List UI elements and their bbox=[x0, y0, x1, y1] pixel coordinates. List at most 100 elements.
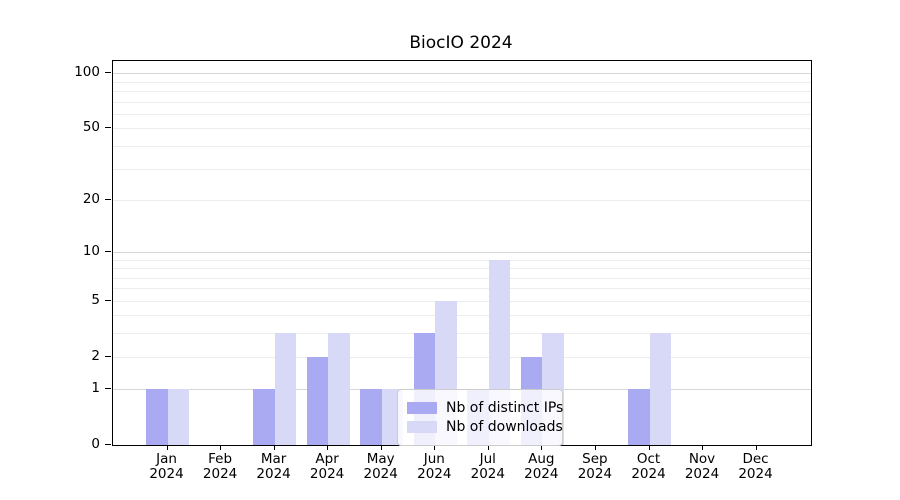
gridline-minor bbox=[113, 168, 811, 170]
bar-may-ips bbox=[360, 389, 382, 445]
x-tick-mark bbox=[380, 445, 382, 450]
x-tick-label-jun: Jun 2024 bbox=[404, 452, 464, 482]
legend-label-distinct-ips: Nb of distinct IPs bbox=[446, 400, 564, 416]
y-tick-mark bbox=[105, 388, 111, 390]
year-label: 2024 bbox=[202, 466, 238, 482]
x-tick-mark bbox=[755, 445, 757, 450]
x-tick-label-aug: Aug 2024 bbox=[511, 452, 571, 482]
gridline-minor bbox=[113, 91, 811, 93]
y-tick-mark bbox=[105, 444, 111, 445]
gridline-minor bbox=[113, 128, 811, 130]
bar-mar-downloads bbox=[274, 333, 297, 445]
y-tick-mark bbox=[105, 127, 111, 129]
gridline-major bbox=[113, 251, 811, 253]
legend-item-downloads: Nb of downloads bbox=[407, 419, 563, 435]
y-tick-label: 0 bbox=[91, 436, 100, 452]
bar-oct-downloads bbox=[649, 333, 671, 445]
y-tick-mark bbox=[105, 198, 111, 200]
y-tick-label: 50 bbox=[82, 119, 100, 136]
bar-jan-ips bbox=[146, 389, 168, 445]
bar-mar-ips bbox=[253, 389, 275, 445]
legend-item-distinct-ips: Nb of distinct IPs bbox=[407, 400, 563, 416]
chart-title: BiocIO 2024 bbox=[409, 33, 513, 53]
gridline-minor bbox=[113, 288, 811, 290]
y-tick-label: 2 bbox=[91, 347, 100, 364]
plot-area: Nb of distinct IPs Nb of downloads bbox=[112, 60, 812, 446]
y-tick-mark bbox=[105, 299, 111, 301]
month-label: Dec bbox=[742, 451, 769, 467]
y-tick-label: 100 bbox=[74, 64, 100, 81]
x-tick-mark bbox=[434, 445, 436, 450]
bar-oct-ips bbox=[628, 389, 650, 445]
gridline-minor bbox=[113, 101, 811, 103]
x-tick-mark bbox=[166, 445, 168, 450]
x-tick-label-dec: Dec 2024 bbox=[726, 452, 786, 482]
x-tick-label-apr: Apr 2024 bbox=[297, 452, 357, 482]
year-label: 2024 bbox=[417, 466, 452, 482]
legend-swatch-downloads bbox=[407, 421, 437, 433]
gridline-minor bbox=[113, 146, 811, 147]
month-label: Jan bbox=[156, 451, 177, 467]
x-tick-mark bbox=[487, 445, 489, 450]
x-tick-mark bbox=[273, 445, 275, 450]
x-tick-mark bbox=[220, 445, 222, 450]
x-tick-label-mar: Mar 2024 bbox=[244, 452, 304, 482]
month-label: Jul bbox=[479, 451, 496, 467]
x-tick-label-jan: Jan 2024 bbox=[137, 452, 197, 482]
gridline-minor bbox=[113, 81, 811, 83]
year-label: 2024 bbox=[577, 466, 613, 482]
month-label: Feb bbox=[208, 451, 233, 467]
month-label: May bbox=[366, 451, 395, 467]
month-label: Aug bbox=[528, 451, 555, 467]
year-label: 2024 bbox=[363, 466, 398, 482]
x-tick-label-oct: Oct 2024 bbox=[619, 452, 679, 482]
month-label: Sep bbox=[582, 451, 608, 467]
x-tick-label-nov: Nov 2024 bbox=[672, 452, 732, 482]
year-label: 2024 bbox=[149, 466, 184, 482]
x-tick-mark bbox=[702, 445, 703, 450]
gridline-major bbox=[113, 73, 811, 75]
y-tick-label: 10 bbox=[82, 242, 100, 259]
bar-jan-downloads bbox=[167, 389, 189, 445]
month-label: Mar bbox=[260, 451, 287, 467]
month-label: Apr bbox=[315, 451, 339, 467]
gridline-minor bbox=[113, 356, 811, 358]
year-label: 2024 bbox=[631, 466, 666, 482]
year-label: 2024 bbox=[684, 466, 720, 482]
y-tick-label: 20 bbox=[82, 190, 100, 207]
gridline-minor bbox=[113, 333, 811, 335]
y-tick-mark bbox=[105, 250, 111, 252]
y-tick-label: 5 bbox=[91, 291, 100, 308]
y-tick-label: 1 bbox=[91, 380, 100, 397]
y-tick-mark bbox=[105, 355, 111, 357]
x-tick-mark bbox=[327, 445, 329, 450]
y-tick-mark bbox=[105, 72, 111, 74]
gridline-minor bbox=[113, 300, 811, 302]
year-label: 2024 bbox=[738, 466, 773, 482]
x-tick-mark bbox=[594, 445, 596, 450]
year-label: 2024 bbox=[524, 466, 559, 482]
gridline-minor bbox=[113, 277, 811, 279]
legend: Nb of distinct IPs Nb of downloads bbox=[397, 389, 563, 446]
x-tick-label-jul: Jul 2024 bbox=[458, 452, 518, 482]
bar-apr-ips bbox=[306, 356, 329, 445]
month-label: Nov bbox=[688, 451, 716, 467]
year-label: 2024 bbox=[256, 466, 291, 482]
x-tick-mark bbox=[648, 445, 650, 450]
x-tick-label-may: May 2024 bbox=[351, 452, 411, 482]
legend-swatch-distinct-ips bbox=[407, 402, 437, 414]
year-label: 2024 bbox=[309, 466, 345, 482]
gridline-minor bbox=[113, 268, 811, 270]
gridline-minor bbox=[113, 315, 811, 317]
x-tick-mark bbox=[541, 445, 543, 450]
gridline-minor bbox=[113, 259, 811, 261]
gridline-minor bbox=[113, 199, 811, 201]
x-tick-label-sep: Sep 2024 bbox=[565, 452, 625, 482]
month-label: Jun bbox=[423, 451, 445, 467]
legend-label-downloads: Nb of downloads bbox=[446, 419, 563, 435]
x-tick-label-feb: Feb 2024 bbox=[190, 452, 250, 482]
bar-apr-downloads bbox=[328, 333, 350, 445]
month-label: Oct bbox=[636, 451, 661, 467]
gridline-minor bbox=[113, 114, 811, 115]
